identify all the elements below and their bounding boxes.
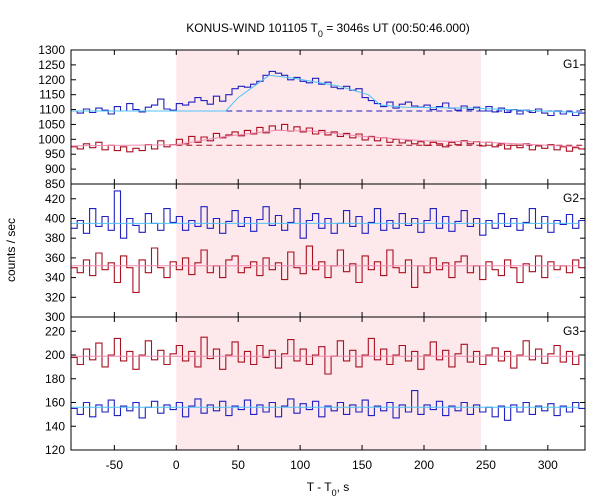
y-tick-label: 180 [45,372,65,386]
panel-frame-g3 [70,316,586,451]
x-axis-label-suffix: , s [337,480,350,494]
y-tick-label: 420 [45,192,65,206]
y-tick-label: 1100 [39,103,65,117]
x-tick-label: 150 [352,458,372,472]
chart-title-prefix: KONUS-WIND 101105 T [186,21,318,35]
panel-plot-g2 [71,190,585,293]
y-tick-label: 1300 [38,43,65,57]
y-tick-label: 1250 [38,58,65,72]
panel-label-g1: G1 [563,57,579,71]
x-tick-label: 300 [538,458,558,472]
panel-plot-g3 [71,336,585,421]
y-tick-label: 200 [45,348,65,362]
y-tick-label: 950 [45,147,65,161]
highlight-interval [176,50,481,450]
chart-title-sub: 0 [318,29,323,39]
x-axis-label-sub: 0 [332,488,337,498]
x-axis-label-prefix: T - T [307,480,333,494]
x-tick-label: 100 [290,458,310,472]
y-tick-label: 850 [45,177,65,191]
y-axis-label: counts / sec [4,218,18,282]
y-tick-label: 300 [45,310,65,324]
x-tick-label: 250 [476,458,496,472]
y-tick-label: 900 [45,162,65,176]
y-tick-label: 1050 [38,117,65,131]
y-tick-label: 1000 [38,132,65,146]
x-tick-label: -50 [106,458,124,472]
y-tick-label: 400 [45,211,65,225]
series-low-band [71,245,585,293]
y-tick-label: 380 [45,231,65,245]
series-high-band [71,70,585,117]
y-tick-label: 1200 [38,73,65,87]
y-tick-label: 220 [45,324,65,338]
x-tick-label: 50 [232,458,246,472]
y-tick-label: 360 [45,251,65,265]
chart-title-suffix: = 3046s UT (00:50:46.000) [323,21,470,35]
y-tick-label: 120 [45,443,65,457]
fit-high-band [71,74,579,113]
panel-plot-g1 [71,70,585,153]
y-tick-label: 340 [45,271,65,285]
x-tick-label: 200 [414,458,434,472]
fit-low-band [71,129,579,148]
panel-label-g3: G3 [563,324,579,338]
y-tick-label: 140 [45,419,65,433]
y-tick-label: 1150 [39,88,65,102]
y-tick-label: 160 [45,396,65,410]
x-tick-label: 0 [173,458,180,472]
x-axis-label: T - T0, s [307,480,350,498]
panel-label-g2: G2 [563,191,579,205]
chart-title: KONUS-WIND 101105 T0 = 3046s UT (00:50:4… [186,21,470,39]
series-low-band [71,336,585,375]
series-high-band [71,190,585,239]
y-tick-label: 320 [45,290,65,304]
